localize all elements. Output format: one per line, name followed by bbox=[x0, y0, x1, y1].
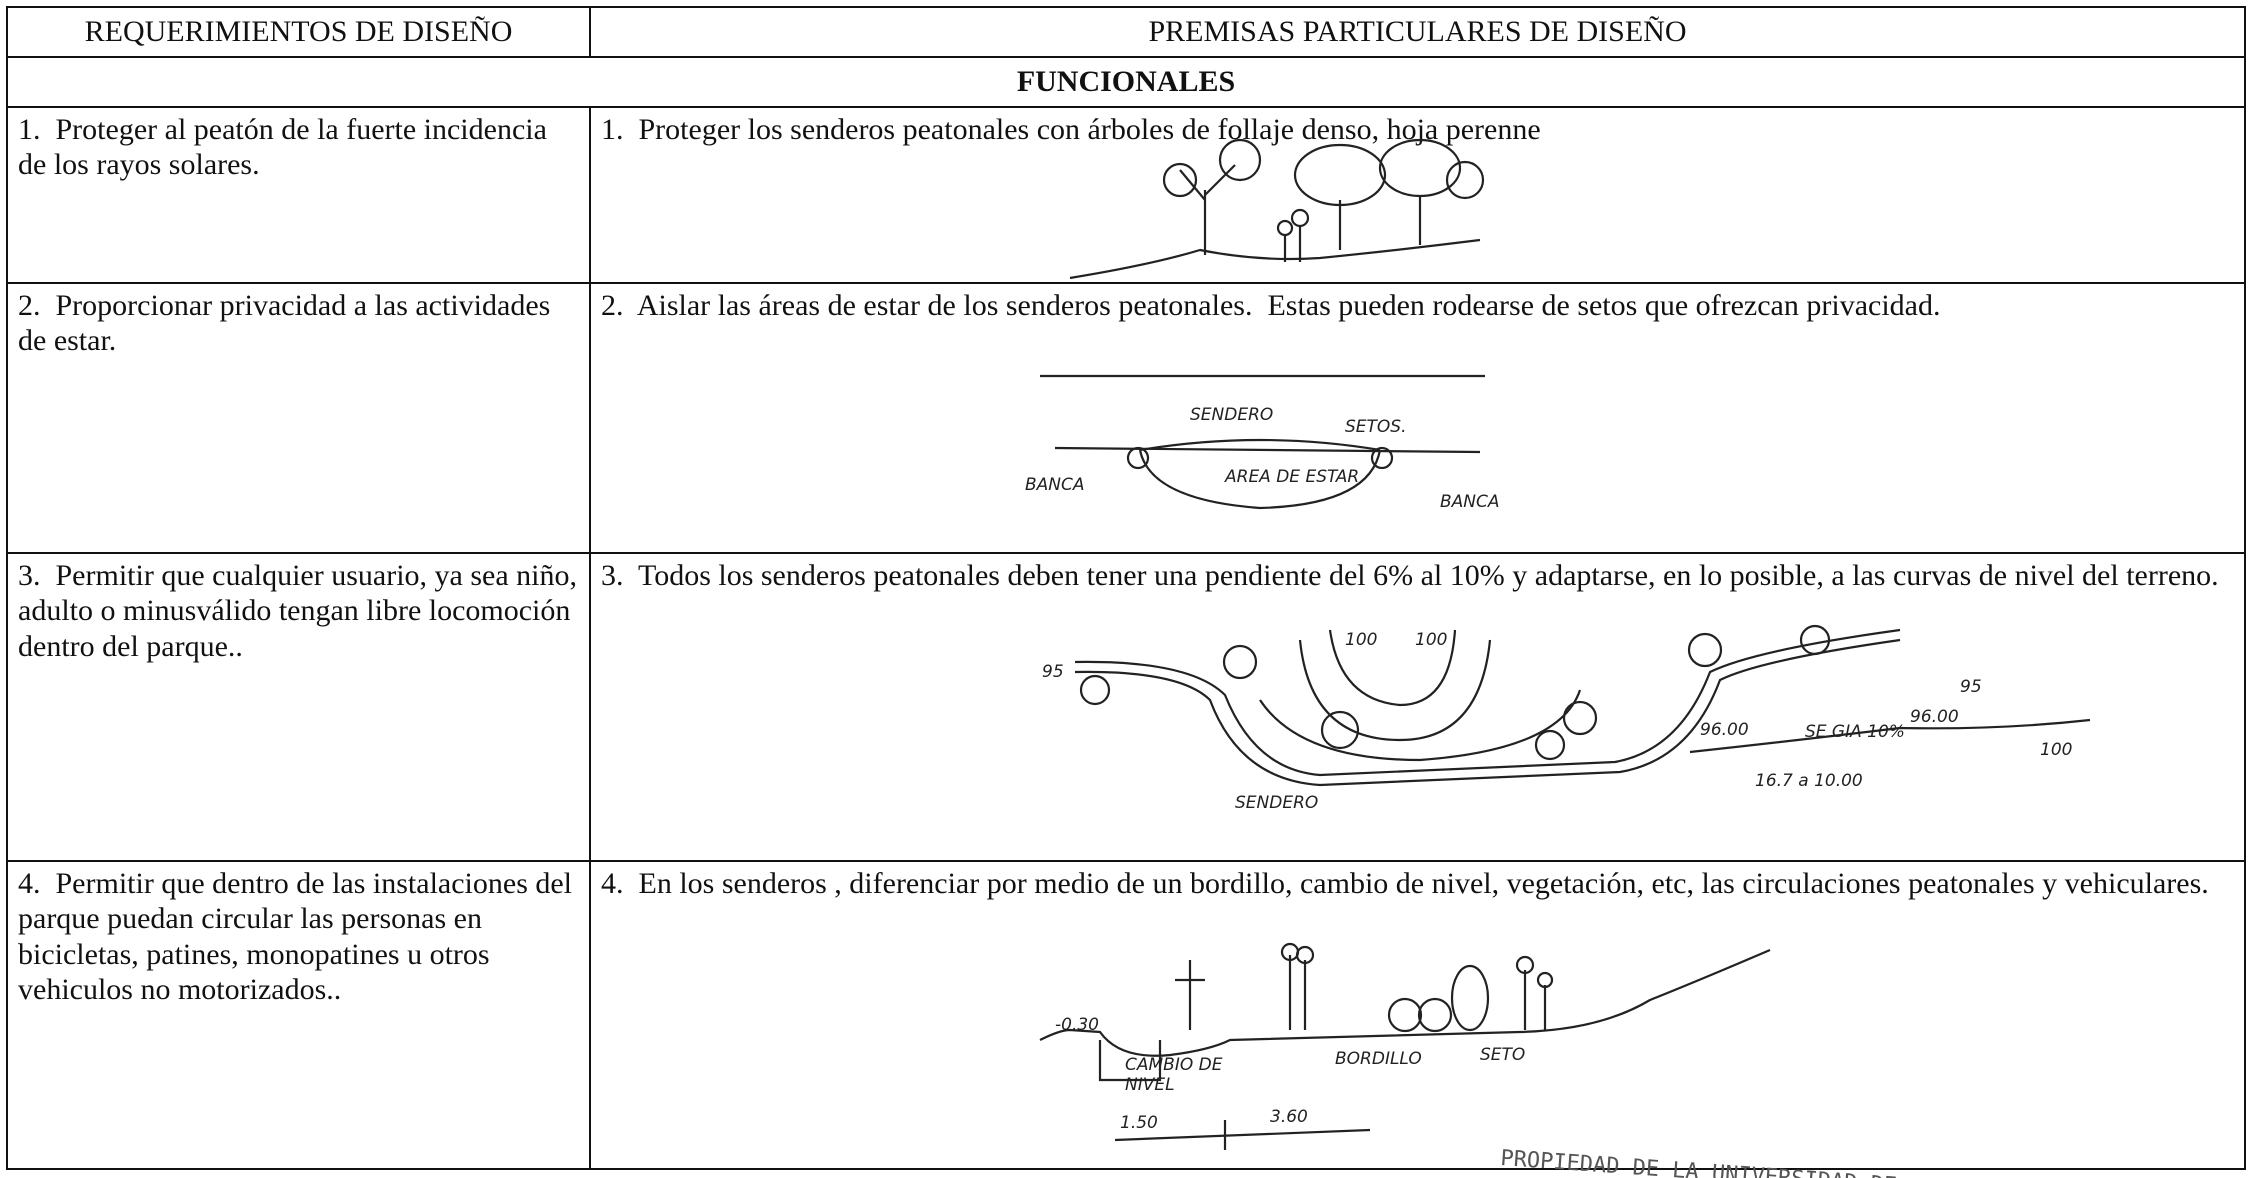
requirement: 4. Permitir que dentro de las instalacio… bbox=[6, 860, 591, 1170]
requirement: 2. Proporcionar privacidad a las activid… bbox=[6, 282, 591, 554]
header-cell: PREMISAS PARTICULARES DE DISEÑO bbox=[589, 6, 2246, 58]
design-table: REQUERIMIENTOS DE DISEÑO PREMISAS PARTIC… bbox=[6, 6, 2246, 1170]
requirement: 3. Permitir que cualquier usuario, ya se… bbox=[6, 552, 591, 862]
premise: 2. Aislar las áreas de estar de los send… bbox=[589, 282, 2246, 554]
header-cell: REQUERIMIENTOS DE DISEÑO bbox=[6, 6, 591, 58]
requirement: 1. Proteger al peatón de la fuerte incid… bbox=[6, 106, 591, 284]
premise: 3. Todos los senderos peatonales deben t… bbox=[589, 552, 2246, 862]
premise: 1. Proteger los senderos peatonales con … bbox=[589, 106, 2246, 284]
premise: 4. En los senderos , diferenciar por med… bbox=[589, 860, 2246, 1170]
section-title: FUNCIONALES bbox=[6, 56, 2246, 108]
